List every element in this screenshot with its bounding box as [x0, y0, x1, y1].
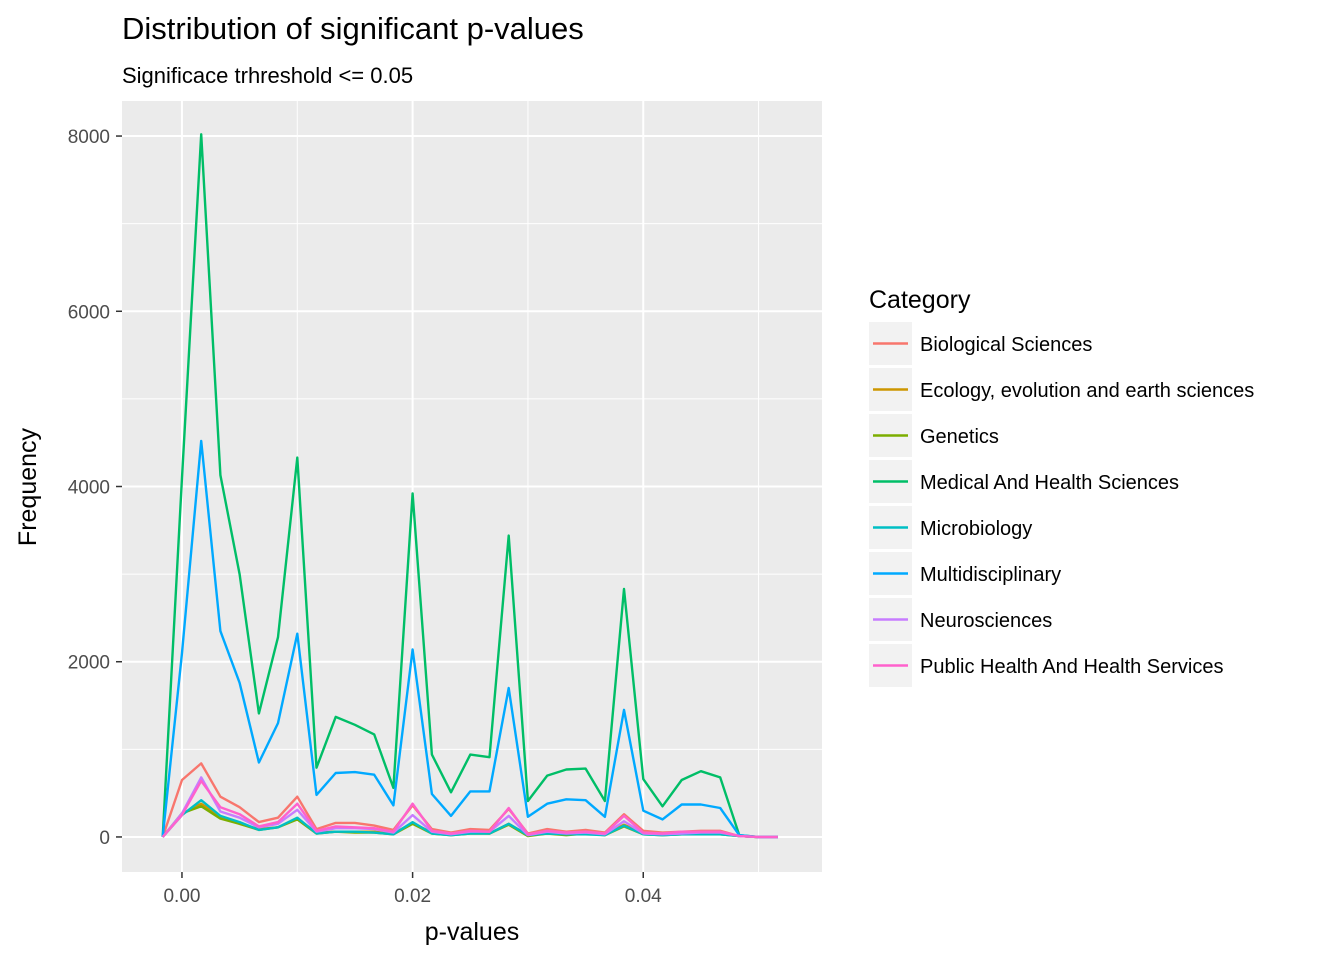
y-tick-label: 0	[99, 828, 110, 849]
x-tick-label: 0.00	[163, 886, 200, 907]
y-tick-label: 6000	[68, 302, 110, 323]
series-line-4	[161, 133, 778, 839]
x-tick-label: 0.02	[394, 886, 431, 907]
legend-label: Ecology, evolution and earth sciences	[920, 380, 1254, 402]
legend-label: Medical And Health Sciences	[920, 472, 1179, 494]
legend-label: Genetics	[920, 426, 999, 448]
x-axis: 0.00 0.02 0.04	[163, 872, 662, 907]
grid-major	[122, 101, 822, 872]
legend-label: Neurosciences	[920, 610, 1052, 632]
chart-title: Distribution of significant p-values	[122, 11, 584, 46]
series-line-8	[161, 779, 778, 839]
legend-title: Category	[869, 286, 971, 314]
chart-subtitle: Significace trhreshold <= 0.05	[122, 63, 413, 88]
legend: Biological Sciences Ecology, evolution an…	[869, 322, 1254, 687]
legend-label: Microbiology	[920, 518, 1032, 540]
legend-label: Biological Sciences	[920, 334, 1092, 356]
x-tick-label: 0.04	[625, 886, 662, 907]
y-tick-label: 4000	[68, 478, 110, 499]
y-axis-title: Frequency	[14, 427, 42, 546]
legend-label: Multidisciplinary	[920, 564, 1061, 586]
series-lines	[161, 133, 778, 839]
y-tick-label: 8000	[68, 127, 110, 148]
series-line-6	[161, 439, 778, 839]
legend-label: Public Health And Health Services	[920, 656, 1224, 678]
y-tick-label: 2000	[68, 653, 110, 674]
y-axis: 0 2000 4000 6000 8000	[68, 127, 122, 849]
x-axis-title: p-values	[425, 918, 520, 946]
